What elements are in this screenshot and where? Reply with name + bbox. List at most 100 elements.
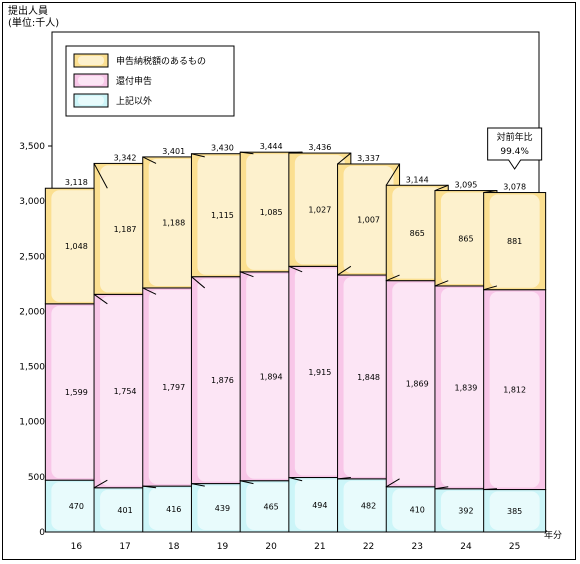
- data-label: 410: [410, 505, 425, 514]
- bar-highlight: [197, 485, 248, 530]
- connector-line: [288, 151, 303, 154]
- data-label: 1,797: [162, 383, 185, 392]
- connector-line: [385, 163, 400, 186]
- x-tick-label: 22: [363, 542, 374, 552]
- bar-highlight: [489, 194, 540, 288]
- bar-highlight: [392, 488, 443, 530]
- connector-line: [142, 156, 157, 164]
- bar-highlight: [148, 488, 199, 530]
- total-label: 3,144: [406, 175, 429, 184]
- legend-label: 申告納税額のあるもの: [116, 55, 206, 67]
- total-label: 3,430: [211, 144, 234, 153]
- annotation-callout: [487, 127, 543, 170]
- data-label: 1,876: [211, 376, 234, 385]
- data-label: 439: [215, 504, 230, 513]
- bar-highlight: [343, 277, 394, 477]
- total-label: 3,078: [503, 183, 526, 192]
- data-label: 385: [507, 507, 522, 516]
- data-label: 1,115: [211, 211, 234, 220]
- x-tick-label: 18: [168, 542, 180, 552]
- y-tick-label: 1,500: [19, 363, 45, 373]
- bar-highlight: [343, 480, 394, 530]
- bar-highlight: [440, 287, 491, 487]
- bar-highlight: [100, 296, 151, 486]
- data-label: 470: [69, 502, 84, 511]
- data-label: 1,869: [406, 380, 429, 389]
- connector-line: [337, 265, 352, 276]
- total-label: 3,118: [65, 178, 88, 187]
- data-label: 1,188: [162, 218, 185, 227]
- data-label: 1,812: [503, 386, 526, 395]
- data-label: 1,599: [65, 388, 88, 397]
- connector-line: [434, 486, 449, 490]
- x-tick-label: 21: [314, 542, 325, 552]
- data-label: 865: [458, 234, 473, 243]
- connector-line: [337, 477, 351, 480]
- unit-label-line1: 提出人員: [8, 6, 48, 17]
- connector-line: [93, 163, 108, 189]
- bar-highlight: [489, 291, 540, 488]
- y-tick-label: 0: [39, 528, 45, 538]
- connector-line: [191, 276, 206, 289]
- connector-line: [434, 280, 449, 287]
- data-label: 401: [117, 506, 132, 515]
- data-label: 865: [410, 229, 425, 238]
- bar-highlight: [440, 490, 491, 530]
- connector-line: [191, 483, 205, 487]
- data-label: 482: [361, 501, 376, 510]
- bar-highlight: [294, 268, 345, 476]
- bar-highlight: [294, 155, 345, 265]
- total-label: 3,401: [162, 147, 185, 156]
- bar-highlight: [100, 489, 151, 530]
- connector-line: [191, 153, 205, 158]
- data-label: 1,048: [65, 242, 88, 251]
- connector-line: [337, 152, 352, 165]
- data-label: 1,848: [357, 373, 380, 382]
- data-label: 1,007: [357, 216, 380, 225]
- y-tick-label: 3,000: [19, 197, 45, 207]
- bar-highlight: [100, 165, 151, 293]
- total-label: 3,444: [260, 142, 283, 151]
- bar-highlight: [197, 278, 248, 482]
- x-tick-label: 16: [71, 542, 83, 552]
- connector-line: [385, 478, 400, 488]
- connector-line: [93, 479, 108, 489]
- bar-highlight: [148, 289, 199, 485]
- data-label: 881: [507, 237, 522, 246]
- x-tick-label: 24: [460, 542, 472, 552]
- chart-frame: [2, 2, 576, 560]
- data-label: 465: [264, 502, 279, 511]
- connector-line: [434, 184, 449, 192]
- x-tick-label: 17: [119, 542, 130, 552]
- data-label: 392: [458, 506, 473, 515]
- bar-highlight: [246, 154, 297, 270]
- legend-swatch-highlight: [78, 96, 104, 105]
- y-tick-label: 2,000: [19, 307, 45, 317]
- legend-label: 上記以外: [116, 95, 152, 107]
- bar-highlight: [294, 479, 345, 530]
- annotation-label: 対前年比: [497, 131, 533, 143]
- x-tick-label: 23: [412, 542, 423, 552]
- bar-highlight: [246, 482, 297, 530]
- bar-highlight: [51, 482, 102, 530]
- x-tick-label: 19: [217, 542, 229, 552]
- total-label: 3,436: [308, 143, 331, 152]
- data-label: 1,839: [454, 383, 477, 392]
- connector-line: [288, 265, 303, 273]
- x-axis-label: 年分: [544, 529, 562, 541]
- legend-swatch-highlight: [78, 76, 104, 85]
- legend-label: 還付申告: [116, 75, 152, 87]
- connector-line: [240, 151, 254, 155]
- bar-highlight: [392, 282, 443, 485]
- connector-line: [93, 293, 108, 305]
- data-label: 1,915: [308, 368, 331, 377]
- y-tick-label: 500: [28, 473, 45, 483]
- connector-line: [288, 477, 303, 482]
- connector-line: [240, 480, 254, 485]
- x-tick-label: 20: [265, 542, 277, 552]
- data-label: 1,754: [114, 387, 137, 396]
- data-label: 1,894: [260, 372, 283, 381]
- data-label: 1,027: [308, 206, 331, 215]
- bar-highlight: [489, 491, 540, 530]
